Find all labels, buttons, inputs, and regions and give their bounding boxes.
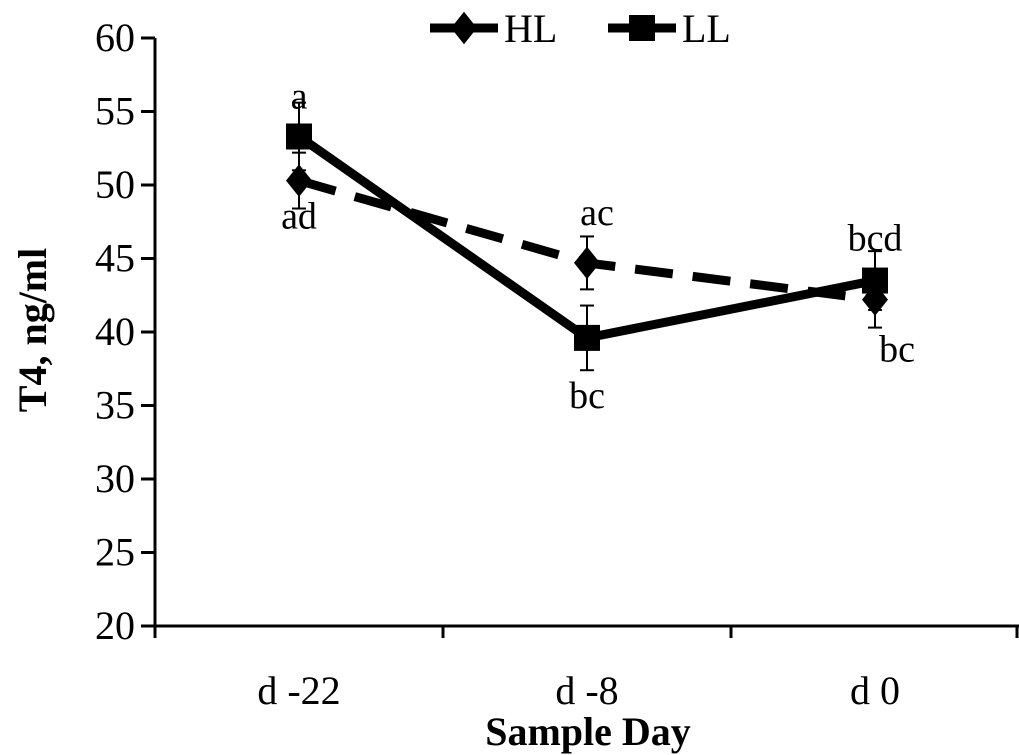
legend-label: HL bbox=[504, 6, 557, 51]
legend-marker bbox=[629, 15, 655, 41]
series-ll: a bc bcd bbox=[286, 75, 903, 417]
y-axis-title: T4, ng/ml bbox=[10, 248, 55, 412]
y-tick-label: 45 bbox=[95, 236, 135, 281]
data-point-ll bbox=[286, 123, 312, 150]
significance-label: bc bbox=[569, 375, 605, 417]
significance-label: bc bbox=[879, 329, 915, 371]
y-tick-label: 60 bbox=[95, 15, 135, 60]
y-tick-label: 50 bbox=[95, 162, 135, 207]
y-axis: 20 25 30 35 40 45 50 55 60 bbox=[95, 15, 157, 648]
x-axis: d -22 d -8 d 0 bbox=[153, 624, 1019, 713]
x-category-label: d 0 bbox=[850, 668, 900, 713]
legend-item-hl: HL bbox=[430, 6, 557, 51]
data-point-ll bbox=[862, 267, 888, 294]
y-tick-label: 25 bbox=[95, 530, 135, 575]
legend-item-ll: LL bbox=[608, 6, 731, 51]
y-tick-label: 35 bbox=[95, 383, 135, 428]
x-category-label: d -8 bbox=[555, 668, 618, 713]
significance-label: ac bbox=[580, 192, 614, 234]
significance-label: bcd bbox=[848, 218, 903, 260]
y-tick-label: 40 bbox=[95, 309, 135, 354]
y-tick-label: 20 bbox=[95, 603, 135, 648]
data-point-hl bbox=[286, 164, 312, 197]
legend-label: LL bbox=[682, 6, 731, 51]
x-category-label: d -22 bbox=[257, 668, 340, 713]
legend-marker bbox=[451, 11, 477, 45]
data-point-hl bbox=[574, 246, 600, 280]
significance-label: a bbox=[291, 75, 308, 117]
legend: HL LL bbox=[430, 6, 731, 51]
x-axis-title: Sample Day bbox=[485, 709, 691, 754]
plot-area: ad ac bc a bc bcd bbox=[281, 75, 915, 416]
data-point-ll bbox=[574, 324, 600, 351]
y-tick-label: 55 bbox=[95, 89, 135, 134]
y-tick-label: 30 bbox=[95, 456, 135, 501]
significance-label: ad bbox=[281, 196, 317, 238]
